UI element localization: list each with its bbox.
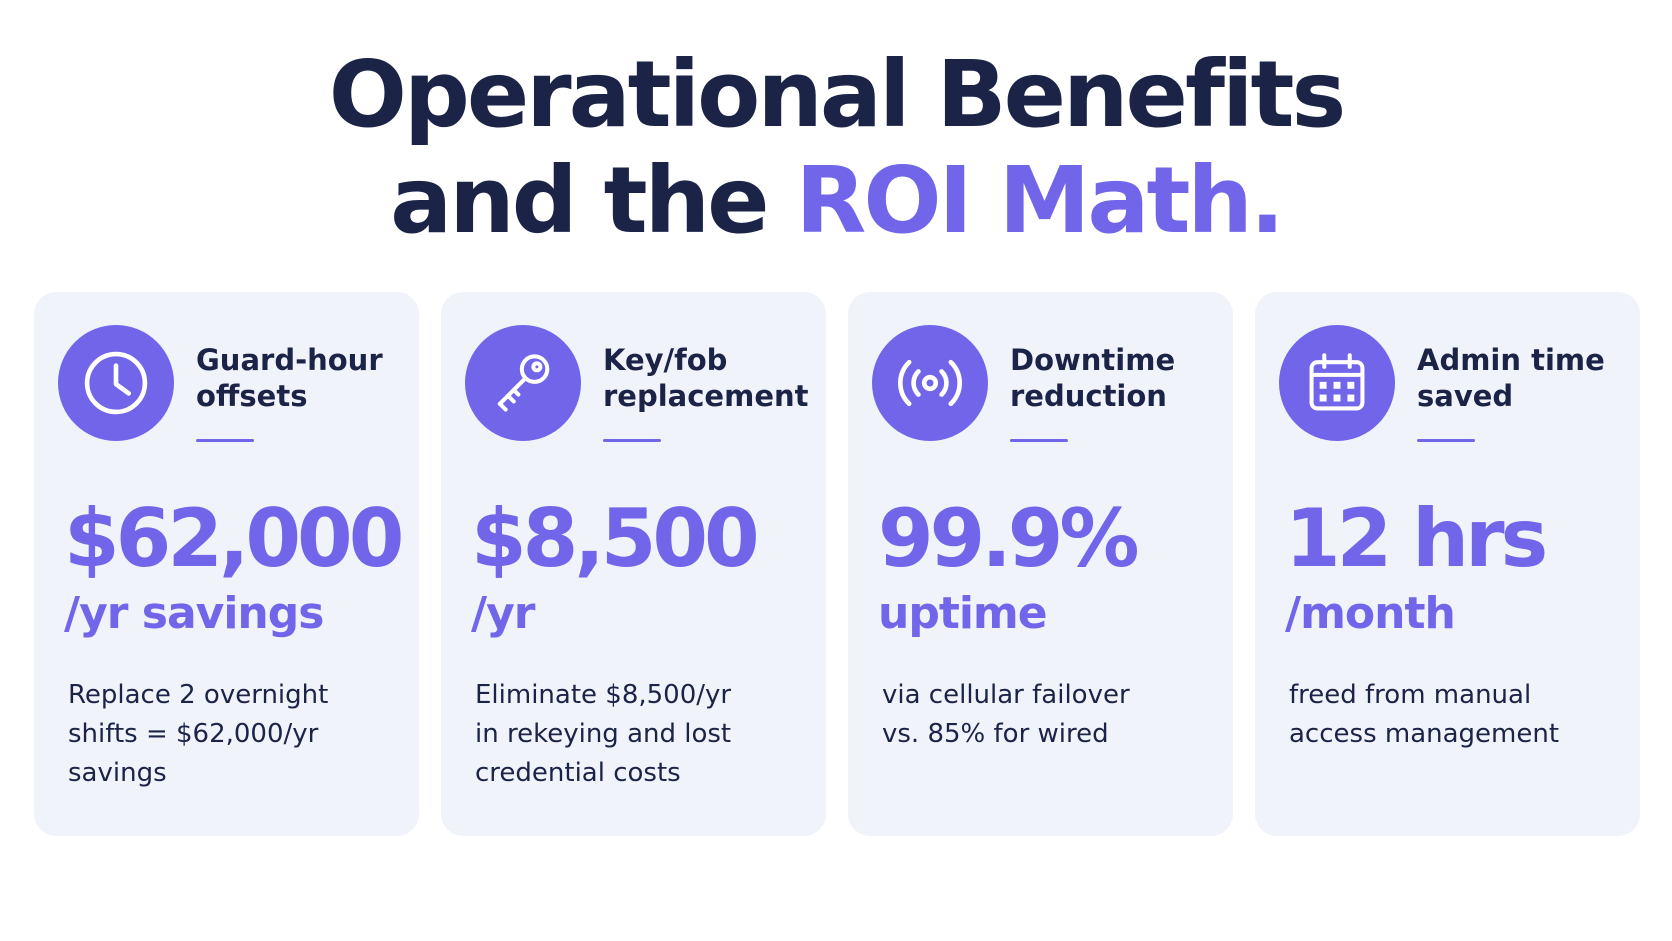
calendar-icon [1279,325,1395,441]
benefit-cards: Guard-hour offsets $62,000 /yr savings R… [34,292,1640,836]
page-title: Operational Benefits and the ROI Math. [0,42,1672,254]
title-line-2: and the ROI Math. [0,148,1672,254]
card-value: 99.9% [878,492,1140,585]
card-unit: /month [1285,588,1456,639]
benefit-card-guard-hours: Guard-hour offsets $62,000 /yr savings R… [34,292,419,836]
card-value: 12 hrs [1285,492,1548,585]
key-icon [465,325,581,441]
card-description: Replace 2 overnight shifts = $62,000/yr … [68,680,329,788]
card-label: Guard-hour offsets [196,343,383,413]
card-divider [1417,439,1475,442]
card-value: $8,500 [471,492,760,585]
benefit-card-key-fob: Key/fob replacement $8,500 /yr Eliminate… [441,292,826,836]
card-label: Downtime reduction [1010,343,1176,413]
benefit-card-admin-time: Admin time saved 12 hrs /month freed fro… [1255,292,1640,836]
card-divider [603,439,661,442]
card-unit: /yr [471,588,535,639]
card-description: Eliminate $8,500/yr in rekeying and lost… [475,680,732,788]
benefit-card-downtime: Downtime reduction 99.9% uptime via cell… [848,292,1233,836]
signal-icon [872,325,988,441]
card-description: freed from manual access management [1289,680,1560,749]
card-label: Key/fob replacement [603,343,809,413]
title-accent: ROI Math. [795,147,1285,254]
title-line-1: Operational Benefits [328,41,1347,148]
title-line-2-prefix: and the [390,147,796,254]
clock-icon [58,325,174,441]
card-divider [1010,439,1068,442]
card-description: via cellular failover vs. 85% for wired [882,680,1130,749]
card-label: Admin time saved [1417,343,1605,413]
card-unit: /yr savings [64,588,324,639]
card-unit: uptime [878,588,1048,639]
card-value: $62,000 [64,492,404,585]
card-divider [196,439,254,442]
